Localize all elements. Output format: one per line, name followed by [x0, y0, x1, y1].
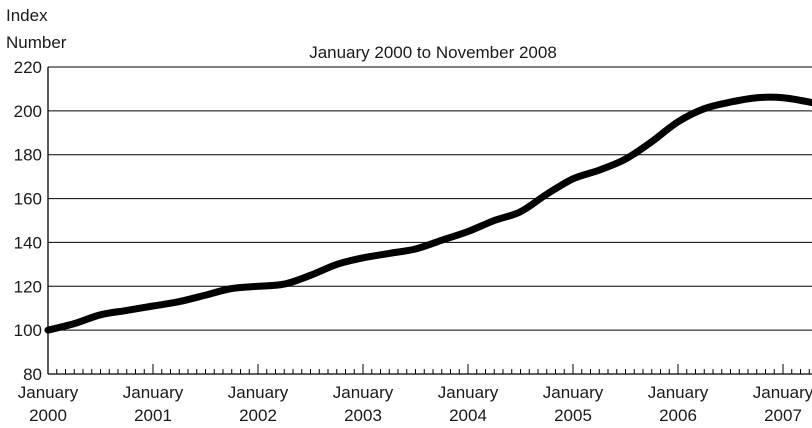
x-tick-label-month: January [333, 383, 394, 402]
y-tick-label: 220 [14, 58, 42, 77]
x-tick-label-year: 2004 [449, 406, 487, 425]
x-tick-label-month: January [753, 383, 812, 402]
x-tick-label-month: January [648, 383, 709, 402]
x-tick-label-month: January [18, 383, 79, 402]
y-tick-label: 160 [14, 190, 42, 209]
x-tick-label-month: January [228, 383, 289, 402]
y-tick-label: 180 [14, 146, 42, 165]
y-axis-label-line2: Number [6, 33, 67, 52]
chart-title: January 2000 to November 2008 [309, 43, 557, 62]
x-tick-label-year: 2002 [239, 406, 277, 425]
x-tick-label-year: 2007 [764, 406, 802, 425]
y-tick-label: 120 [14, 277, 42, 296]
x-tick-label-year: 2000 [29, 406, 67, 425]
x-tick-label-year: 2003 [344, 406, 382, 425]
x-tick-label-month: January [543, 383, 604, 402]
x-tick-label-year: 2005 [554, 406, 592, 425]
x-tick-label-month: January [438, 383, 499, 402]
x-tick-label-year: 2001 [134, 406, 172, 425]
x-tick-label-year: 2006 [659, 406, 697, 425]
y-axis-label-line1: Index [6, 6, 48, 25]
x-tick-label-month: January [123, 383, 184, 402]
y-tick-label: 200 [14, 102, 42, 121]
y-tick-label: 80 [23, 365, 42, 384]
y-tick-label: 140 [14, 233, 42, 252]
y-tick-label: 100 [14, 321, 42, 340]
series-line [44, 93, 812, 334]
